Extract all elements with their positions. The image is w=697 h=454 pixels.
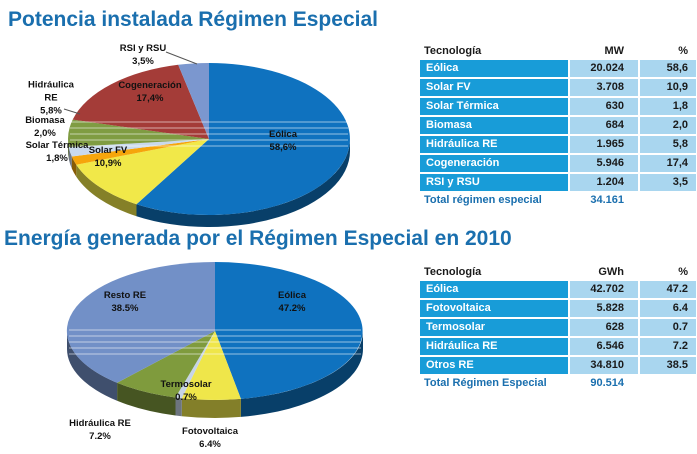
value-cell: 3.708 — [570, 79, 638, 96]
table-row: RSI y RSU 1.204 3,5 — [420, 174, 696, 191]
value-cell: 630 — [570, 98, 638, 115]
pie-shape — [71, 139, 209, 165]
technology-cell: Biomasa — [420, 117, 568, 134]
value-cell: 42.702 — [570, 281, 638, 298]
value-cell: 20.024 — [570, 60, 638, 77]
pie-shape — [178, 62, 209, 139]
pie-shape — [66, 261, 215, 383]
page-title-installed-power: Potencia instalada Régimen Especial — [8, 8, 378, 31]
pie-shape — [215, 262, 363, 399]
pie-shape — [181, 398, 241, 418]
table-total-row: Total Régimen Especial 90.514 — [420, 377, 696, 389]
value-cell: 0.7 — [640, 319, 696, 336]
technology-cell: Cogeneración — [420, 155, 568, 172]
column-header-percent: % — [678, 266, 688, 278]
pie-shape — [63, 108, 81, 115]
value-cell: 5,8 — [640, 136, 696, 153]
pie-shape — [67, 139, 69, 160]
value-cell: 58,6 — [640, 60, 696, 77]
column-header-tecnologia: Tecnología — [424, 266, 482, 278]
value-cell: 38.5 — [640, 357, 696, 374]
column-header-mw: MW — [604, 45, 624, 57]
table-row: Hidráulica RE 1.965 5,8 — [420, 136, 696, 153]
pie-shape — [240, 331, 363, 417]
value-cell: 6.4 — [640, 300, 696, 317]
generated-energy-table: Tecnología GWh % Eólica 42.702 47.2 Fotovol… — [420, 263, 696, 389]
pie-shape — [175, 397, 182, 417]
technology-cell: Eólica — [420, 60, 568, 77]
pie-shape — [72, 64, 209, 139]
pie-shape — [76, 164, 137, 217]
value-cell: 5.946 — [570, 155, 638, 172]
value-cell: 684 — [570, 117, 638, 134]
pie-shape — [71, 156, 77, 177]
value-cell: 10,9 — [640, 79, 696, 96]
table-row: Termosolar 628 0.7 — [420, 319, 696, 336]
pie-shape — [76, 139, 209, 205]
value-cell: 6.546 — [570, 338, 638, 355]
table-total-row: Total régimen especial 34.161 — [420, 194, 696, 206]
pie-shape — [117, 382, 176, 416]
table-row: Hidráulica RE 6.546 7.2 — [420, 338, 696, 355]
pie-shape — [68, 119, 210, 148]
table-row: Fotovoltaica 5.828 6.4 — [420, 300, 696, 317]
value-cell: 1.965 — [570, 136, 638, 153]
value-cell: 3,5 — [640, 174, 696, 191]
pie-shape — [117, 331, 215, 398]
table-header-row: Tecnología GWh % — [420, 263, 696, 281]
technology-cell: Otros RE — [420, 357, 568, 374]
value-cell: 2,0 — [640, 117, 696, 134]
technology-cell: Hidráulica RE — [420, 136, 568, 153]
page-title-generated-energy: Energía generada por el Régimen Especial… — [4, 227, 512, 250]
total-value: 90.514 — [590, 377, 624, 389]
total-label: Total régimen especial — [424, 194, 542, 206]
pie-shape — [165, 51, 198, 65]
pie-shape — [66, 331, 118, 401]
technology-cell: Solar FV — [420, 79, 568, 96]
table-body: Eólica 20.024 58,6 Solar FV 3.708 10,9 Solar T… — [420, 60, 696, 191]
value-cell: 628 — [570, 319, 638, 336]
technology-cell: Termosolar — [420, 319, 568, 336]
table-header-row: Tecnología MW % — [420, 42, 696, 60]
pie-shape — [136, 139, 350, 228]
pie-shape — [68, 147, 72, 169]
value-cell: 34.810 — [570, 357, 638, 374]
total-label: Total Régimen Especial — [424, 377, 547, 389]
table-row: Cogeneración 5.946 17,4 — [420, 155, 696, 172]
table-body: Eólica 42.702 47.2 Fotovoltaica 5.828 6.4 Term… — [420, 281, 696, 374]
technology-cell: RSI y RSU — [420, 174, 568, 191]
pie-shape — [68, 139, 209, 157]
value-cell: 47.2 — [640, 281, 696, 298]
value-cell: 5.828 — [570, 300, 638, 317]
value-cell: 7.2 — [640, 338, 696, 355]
total-value: 34.161 — [590, 194, 624, 206]
pie-shape — [175, 331, 215, 399]
technology-cell: Solar Térmica — [420, 98, 568, 115]
installed-power-table: Tecnología MW % Eólica 20.024 58,6 Solar FV… — [420, 42, 696, 206]
table-row: Solar FV 3.708 10,9 — [420, 79, 696, 96]
table-row: Otros RE 34.810 38.5 — [420, 357, 696, 374]
value-cell: 17,4 — [640, 155, 696, 172]
technology-cell: Fotovoltaica — [420, 300, 568, 317]
column-header-tecnologia: Tecnología — [424, 45, 482, 57]
technology-cell: Hidráulica RE — [420, 338, 568, 355]
value-cell: 1.204 — [570, 174, 638, 191]
pie-shape — [136, 63, 350, 215]
table-row: Eólica 42.702 47.2 — [420, 281, 696, 298]
column-header-gwh: GWh — [598, 266, 624, 278]
technology-cell: Eólica — [420, 281, 568, 298]
value-cell: 1,8 — [640, 98, 696, 115]
table-row: Biomasa 684 2,0 — [420, 117, 696, 134]
table-row: Solar Térmica 630 1,8 — [420, 98, 696, 115]
pie-shape — [181, 331, 241, 400]
column-header-percent: % — [678, 45, 688, 57]
table-row: Eólica 20.024 58,6 — [420, 60, 696, 77]
